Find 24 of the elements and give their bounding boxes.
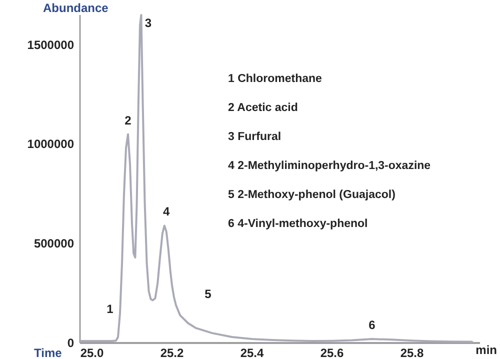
annotation: 6: [368, 318, 376, 332]
annotation: 4 2-Methyliminoperhydro-1,3-oxazine: [228, 160, 431, 172]
y-tick-label: 500000: [34, 236, 74, 251]
text: Time: [34, 346, 62, 359]
annotation: 1 Chloromethane: [228, 73, 322, 85]
y-tick-label: 0: [67, 336, 74, 350]
annotation: 1: [106, 302, 114, 316]
x-tick-label: 25.0: [80, 346, 104, 359]
annotation: 2: [124, 113, 132, 128]
annotation: 4: [163, 204, 170, 219]
annotation: 3: [144, 16, 152, 30]
x-tick-label: 25.4: [240, 346, 264, 359]
annotation: 6 4-Vinyl-methoxy-phenol: [228, 218, 368, 230]
annotation: 3 Furfural: [228, 131, 282, 143]
y-axis-title: Abundance: [43, 1, 109, 15]
annotation: 2 Acetic acid: [228, 102, 298, 114]
x-tick-label: 25.8: [400, 346, 424, 359]
annotation: 5 2-Methoxy-phenol (Guajacol): [228, 189, 396, 201]
y-tick-label: 1000000: [27, 137, 74, 152]
x-axis-title: min: [476, 343, 497, 357]
x-tick-label: 25.6: [320, 346, 344, 359]
x-tick-label: 25.2: [160, 346, 184, 359]
annotation: 5: [204, 287, 212, 302]
y-tick-label: 1500000: [27, 38, 74, 52]
